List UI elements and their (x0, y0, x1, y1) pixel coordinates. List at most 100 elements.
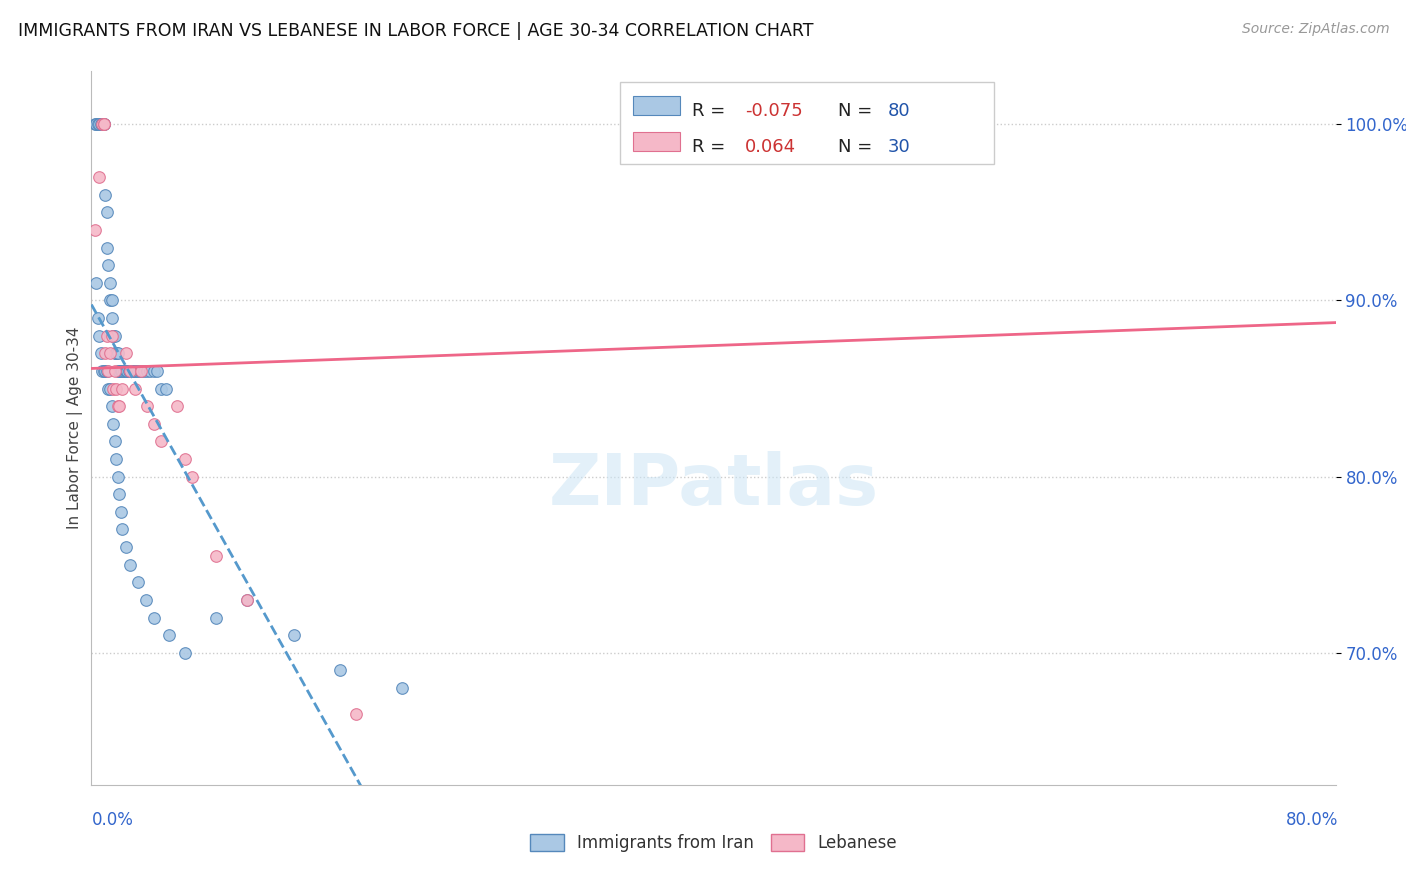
Point (128, 364, 150, 378)
Point (236, 593, 259, 607)
Point (107, 469, 129, 483)
Text: 80: 80 (887, 102, 910, 120)
Point (136, 399, 159, 413)
Point (101, 328, 124, 343)
Point (89, 117, 111, 131)
Point (93, 117, 115, 131)
Point (142, 417, 165, 431)
Point (283, 628, 305, 642)
Point (173, 646, 195, 660)
Point (329, 664, 352, 678)
Point (90, 117, 112, 131)
Point (127, 575, 149, 590)
Point (142, 364, 165, 378)
Point (173, 452, 195, 467)
Point (134, 364, 156, 378)
Point (108, 399, 131, 413)
Point (83, 223, 105, 237)
Point (107, 364, 129, 378)
Point (139, 364, 162, 378)
Bar (633, 96, 681, 115)
Point (124, 364, 146, 378)
Point (150, 434, 173, 449)
Point (111, 364, 134, 378)
Point (111, 382, 134, 396)
Point (114, 540, 136, 554)
Point (120, 364, 142, 378)
Point (98, 382, 121, 396)
Point (104, 434, 127, 449)
Point (94, 364, 117, 378)
Point (91, 117, 114, 131)
Point (111, 523, 134, 537)
Text: R =: R = (692, 137, 737, 156)
Point (97, 364, 120, 378)
Point (114, 364, 136, 378)
Point (110, 364, 132, 378)
Point (935, 117, 957, 131)
Text: 0.0%: 0.0% (91, 811, 134, 829)
Point (105, 452, 128, 467)
Point (96, 241, 118, 255)
Point (101, 417, 124, 431)
Point (150, 382, 173, 396)
Text: 0.064: 0.064 (745, 137, 796, 156)
Point (105, 382, 128, 396)
Point (166, 399, 188, 413)
Point (121, 364, 143, 378)
Point (98, 276, 121, 290)
Point (124, 382, 146, 396)
Point (84, 276, 107, 290)
Point (98, 293, 121, 308)
Point (84, 117, 107, 131)
Point (90, 346, 112, 360)
Text: R =: R = (692, 102, 731, 120)
Text: 80.0%: 80.0% (1286, 811, 1339, 829)
Point (89, 170, 111, 185)
Point (125, 364, 148, 378)
Point (93, 117, 115, 131)
Legend: Immigrants from Iran, Lebanese: Immigrants from Iran, Lebanese (523, 827, 904, 859)
Point (100, 328, 122, 343)
Point (236, 593, 259, 607)
Point (96, 328, 118, 343)
Point (108, 487, 131, 501)
Point (110, 505, 132, 519)
Point (86, 311, 108, 326)
Point (98, 346, 121, 360)
Point (94, 187, 117, 202)
Point (142, 610, 165, 624)
Text: N =: N = (838, 102, 877, 120)
Point (115, 364, 138, 378)
Point (118, 364, 141, 378)
Point (122, 364, 145, 378)
Point (114, 364, 136, 378)
Point (110, 364, 132, 378)
Point (96, 364, 118, 378)
Point (114, 346, 136, 360)
Point (104, 346, 127, 360)
Point (100, 293, 122, 308)
Point (129, 364, 152, 378)
Point (94, 346, 117, 360)
Point (108, 364, 131, 378)
Text: 30: 30 (887, 137, 911, 156)
Point (104, 328, 127, 343)
Point (105, 346, 128, 360)
Point (93, 364, 115, 378)
Point (93, 117, 115, 131)
Point (107, 346, 129, 360)
FancyBboxPatch shape (620, 82, 994, 164)
Text: N =: N = (838, 137, 877, 156)
Text: -0.075: -0.075 (745, 102, 803, 120)
Point (100, 399, 122, 413)
Point (97, 258, 120, 272)
Point (129, 364, 152, 378)
Point (112, 364, 135, 378)
Point (101, 382, 124, 396)
Point (83, 117, 105, 131)
Point (96, 205, 118, 219)
Text: IMMIGRANTS FROM IRAN VS LEBANESE IN LABOR FORCE | AGE 30-34 CORRELATION CHART: IMMIGRANTS FROM IRAN VS LEBANESE IN LABO… (18, 22, 814, 40)
Point (136, 364, 159, 378)
Point (157, 628, 180, 642)
